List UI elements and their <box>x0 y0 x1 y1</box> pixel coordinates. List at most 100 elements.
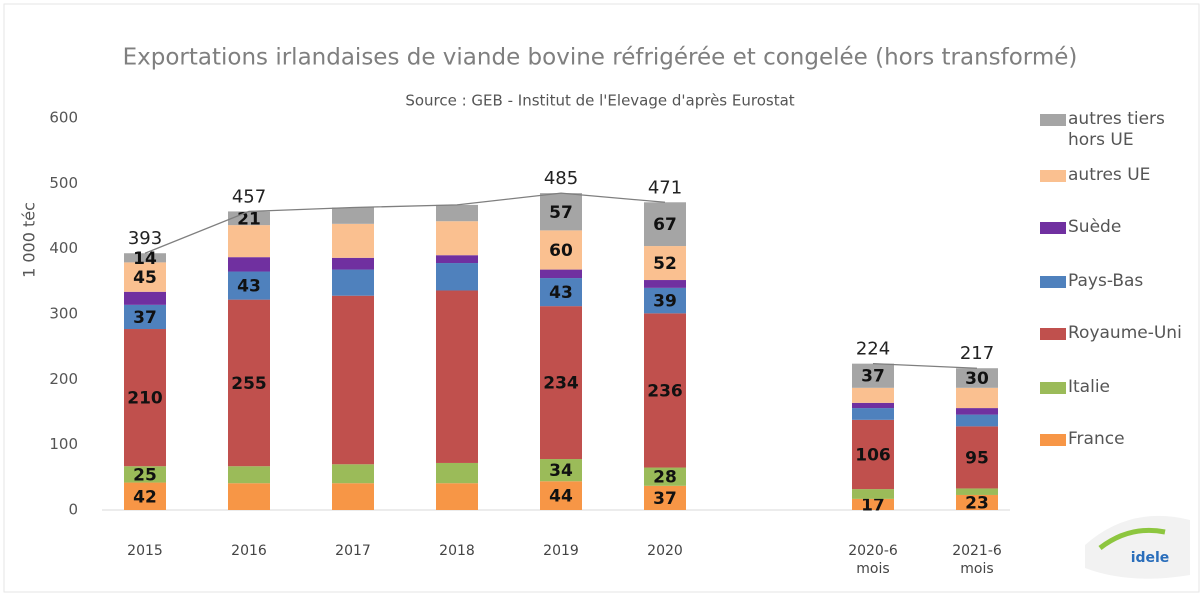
bar-segment <box>540 269 582 279</box>
bar-segment <box>644 202 686 247</box>
bar-segment <box>852 363 894 388</box>
bar-segment <box>644 467 686 486</box>
data-label: 57 <box>549 203 573 223</box>
bar-segment <box>228 299 270 467</box>
data-label: 106 <box>855 445 891 465</box>
bar-segment <box>436 462 478 484</box>
bar-segment <box>436 483 478 510</box>
bar-segment <box>228 466 270 484</box>
data-label: 234 <box>543 374 579 394</box>
bar-segment <box>956 408 998 415</box>
total-label: 471 <box>648 177 682 198</box>
x-tick-label: 2021-6 mois <box>952 543 1002 577</box>
bar-segment <box>124 466 166 483</box>
y-tick-label: 300 <box>49 305 78 323</box>
legend-swatch <box>1040 222 1066 234</box>
legend-swatch <box>1040 170 1066 182</box>
x-tick-label: 2020 <box>647 543 683 559</box>
legend-swatch <box>1040 382 1066 394</box>
bar-segment <box>228 257 270 272</box>
bar-segment <box>540 459 582 482</box>
legend-swatch <box>1040 434 1066 446</box>
bar-segment <box>124 329 166 467</box>
bar-segment <box>540 481 582 510</box>
data-label: 45 <box>133 268 157 288</box>
chart-title: Exportations irlandaises de viande bovin… <box>123 45 1078 71</box>
data-label: 210 <box>127 389 163 409</box>
data-label: 23 <box>965 493 989 513</box>
bar-segment <box>956 426 998 489</box>
logo-swoosh <box>1098 527 1166 550</box>
bar-segment <box>332 464 374 484</box>
data-label: 52 <box>653 254 677 274</box>
bar-segment <box>956 387 998 409</box>
bar-segment <box>644 246 686 281</box>
total-label: 224 <box>856 339 890 360</box>
x-tick-label: 2020-6 mois <box>848 543 898 577</box>
bar-segment <box>852 489 894 499</box>
data-label: 43 <box>549 283 573 303</box>
bar-segment <box>124 253 166 263</box>
x-tick-label: 2019 <box>543 543 579 559</box>
total-label: 217 <box>960 343 994 364</box>
total-label: 485 <box>544 168 578 189</box>
bar-segment <box>228 211 270 226</box>
bar-segment <box>228 483 270 510</box>
total-line <box>144 192 978 369</box>
data-label: 21 <box>237 209 261 229</box>
data-label: 44 <box>549 487 573 507</box>
data-label: 39 <box>653 292 677 312</box>
logo-text: idele <box>1131 550 1170 566</box>
logo: idele <box>1085 515 1190 579</box>
bar-segment <box>436 263 478 291</box>
bar-segment <box>644 313 686 468</box>
legend-label: autres UE <box>1068 165 1151 185</box>
x-tick-label: 2018 <box>439 543 475 559</box>
bar-segment <box>956 368 998 388</box>
bar-segment <box>124 291 166 305</box>
data-label: 37 <box>133 308 157 328</box>
data-label: 37 <box>861 367 885 387</box>
bar-segment <box>540 230 582 270</box>
data-label: 30 <box>965 369 989 389</box>
total-label: 457 <box>232 186 266 207</box>
x-tick-label: 2016 <box>231 543 267 559</box>
bar-segment <box>540 193 582 231</box>
data-label: 42 <box>133 487 157 507</box>
y-axis-label: 1 000 téc <box>20 202 39 278</box>
bar-segment <box>228 225 270 258</box>
x-tick-label: 2017 <box>335 543 371 559</box>
bar-segment <box>956 494 998 510</box>
frame <box>3 3 1200 593</box>
x-tick-label: 2015 <box>127 543 163 559</box>
legend-label: France <box>1068 429 1125 449</box>
legend-label: Royaume-Uni <box>1068 323 1182 343</box>
bar-segment <box>124 304 166 330</box>
data-label: 37 <box>653 489 677 509</box>
y-tick-label: 0 <box>68 501 78 519</box>
data-label: 28 <box>653 468 677 488</box>
data-label: 95 <box>965 448 989 468</box>
y-tick-label: 500 <box>49 174 78 192</box>
bar-segment <box>332 269 374 296</box>
bar-segment <box>436 204 478 222</box>
data-label: 14 <box>133 249 157 269</box>
bar-segment <box>332 207 374 224</box>
legend-label: Suède <box>1068 217 1122 237</box>
bar-segment <box>436 221 478 256</box>
data-label: 34 <box>549 461 573 481</box>
data-label: 67 <box>653 215 677 235</box>
bar-segment <box>124 262 166 292</box>
bar-segment <box>644 485 686 510</box>
y-tick-label: 400 <box>49 239 78 257</box>
bar-segment <box>332 295 374 465</box>
bar-segment <box>852 408 894 420</box>
bar-segment <box>436 255 478 264</box>
y-tick-label: 200 <box>49 370 78 388</box>
data-label: 17 <box>861 495 885 515</box>
legend-label: Italie <box>1068 377 1111 397</box>
data-label: 60 <box>549 241 573 261</box>
bar-segment <box>644 280 686 288</box>
